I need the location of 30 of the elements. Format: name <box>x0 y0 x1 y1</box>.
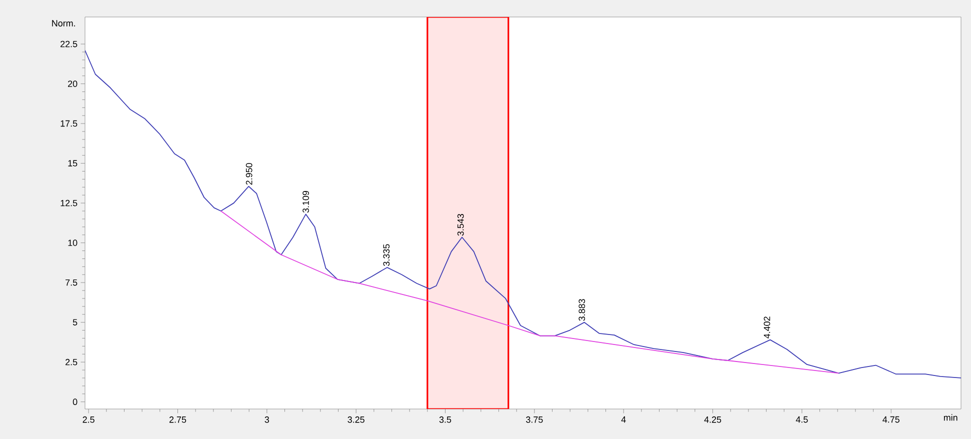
annotation: 4.402 <box>764 316 770 338</box>
y-tick-label: 12.5 <box>60 200 78 206</box>
y-tick-label: 0 <box>72 398 78 406</box>
y-tick-label: 7.5 <box>66 279 78 286</box>
line-series <box>85 50 962 378</box>
x-tick-label: 4.5 <box>796 416 808 423</box>
x-tick-label: 4 <box>621 416 626 423</box>
line-series <box>220 210 840 374</box>
x-tick-label: 4.75 <box>882 416 900 423</box>
annotation: 3.883 <box>578 299 586 321</box>
x-tick-label: 3.75 <box>526 416 543 423</box>
annotation: 2.950 <box>246 163 252 185</box>
y-tick-label: 20 <box>68 80 78 87</box>
x-tick-label: 3.5 <box>439 416 452 423</box>
x-tick-label: 3 <box>264 416 270 423</box>
y-tick-label: 5 <box>72 319 78 326</box>
y-tick-label: 2.5 <box>66 358 78 366</box>
y-tick-label: 15 <box>68 160 78 166</box>
y-tick-label: 17.5 <box>60 120 78 127</box>
x-tick-label: 3.25 <box>348 416 364 423</box>
x-tick-label: 4.25 <box>704 416 722 423</box>
x-tick-label: 2.75 <box>169 416 186 423</box>
y-axis-title: Norm. <box>52 20 75 26</box>
x-tick-label: 2.5 <box>82 416 94 423</box>
annotation: 3.109 <box>302 190 309 213</box>
x-axis-title: min <box>944 414 958 421</box>
annotation: 3.543 <box>457 214 464 236</box>
y-tick-label: 10 <box>68 240 78 246</box>
y-tick-label: 22.5 <box>60 40 78 48</box>
annotation: 3.335 <box>383 244 390 266</box>
